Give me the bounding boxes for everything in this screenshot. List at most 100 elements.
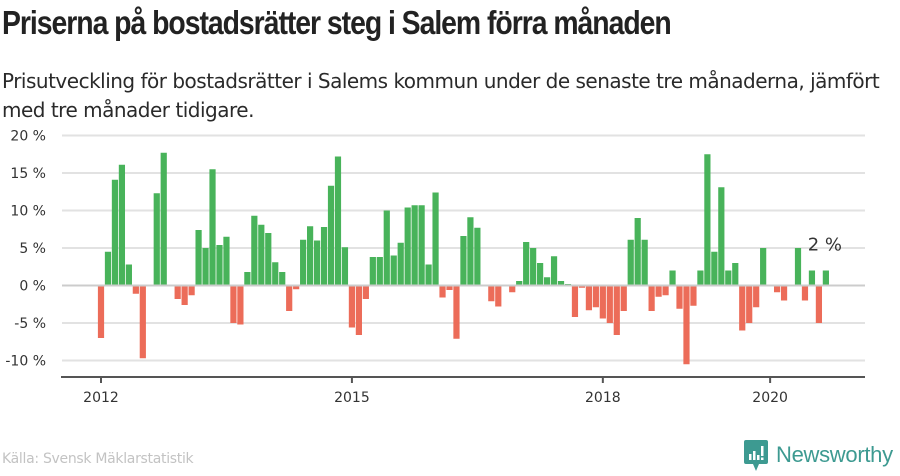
bar <box>376 257 383 286</box>
bar <box>341 247 349 286</box>
bar <box>746 285 753 323</box>
bar <box>530 248 537 286</box>
bar <box>495 285 502 307</box>
source-label: Källa: Svensk Mäklarstatistik <box>2 451 194 467</box>
bar <box>369 257 376 286</box>
bar <box>808 270 816 286</box>
bar <box>543 277 551 286</box>
bar <box>97 285 105 338</box>
bar <box>683 285 690 365</box>
bar <box>620 285 627 311</box>
y-tick-label: 20 % <box>10 129 46 145</box>
bar <box>669 270 676 286</box>
x-tick-label: 2020 <box>752 390 788 406</box>
bar <box>794 248 802 286</box>
x-tick-label: 2015 <box>334 390 370 406</box>
newsworthy-brand[interactable]: Newsworthy <box>744 440 893 471</box>
bar <box>571 285 579 317</box>
bar <box>773 285 781 293</box>
bar <box>467 217 474 286</box>
bar <box>355 285 362 335</box>
bar <box>725 270 732 286</box>
bar <box>404 207 411 286</box>
bar <box>662 285 669 296</box>
bar <box>550 256 558 286</box>
bar <box>300 239 307 286</box>
bar <box>474 227 481 286</box>
bar <box>718 187 725 286</box>
bar <box>488 285 495 302</box>
bar <box>585 285 592 311</box>
x-tick-label: 2012 <box>83 390 119 406</box>
bar <box>118 164 126 286</box>
bar <box>711 251 718 286</box>
bar <box>648 285 655 311</box>
bar <box>272 262 279 286</box>
bar <box>237 285 244 325</box>
bar <box>397 242 404 286</box>
bar <box>523 242 530 286</box>
bar <box>446 285 453 290</box>
bar <box>425 264 432 286</box>
y-tick-label: -5 % <box>14 316 46 332</box>
y-tick-label: 10 % <box>10 204 46 220</box>
bar <box>286 285 293 311</box>
chart-subtitle: Prisutveckling för bostadsrätter i Salem… <box>2 69 880 122</box>
bar <box>313 240 321 286</box>
bar <box>153 193 160 286</box>
bar <box>780 285 788 301</box>
bar <box>258 224 265 286</box>
bar <box>265 233 272 286</box>
bar <box>676 285 683 309</box>
bar <box>209 169 216 286</box>
chart-title: Priserna på bostadsrätter steg i Salem f… <box>2 4 672 41</box>
y-tick-label: -10 % <box>5 354 46 370</box>
y-tick-label: 5 % <box>19 241 46 257</box>
bar <box>307 226 314 286</box>
bar <box>362 285 369 299</box>
bar <box>697 270 704 286</box>
last-value-annotation: 2 % <box>808 235 842 256</box>
bar <box>293 285 300 290</box>
bar <box>411 205 418 286</box>
bar <box>216 245 223 286</box>
bar <box>557 281 565 286</box>
bar <box>537 263 544 286</box>
bar <box>704 154 711 286</box>
bar <box>327 185 335 286</box>
y-tick-label: 0 % <box>19 279 46 295</box>
bar <box>383 210 390 286</box>
bar <box>160 152 167 286</box>
bar <box>509 285 516 293</box>
bar <box>599 285 606 319</box>
bar <box>460 236 467 286</box>
bar <box>390 255 397 286</box>
bar <box>139 285 146 359</box>
bar <box>432 192 439 286</box>
y-axis-labels: 20 % 15 % 10 % 5 % 0 % -5 % -10 % <box>5 129 46 370</box>
bar <box>244 272 251 286</box>
bar <box>320 227 328 286</box>
bars <box>97 152 829 365</box>
bar <box>279 272 286 286</box>
bar <box>627 239 634 286</box>
bar <box>613 285 620 335</box>
bar <box>132 285 139 294</box>
bar <box>753 285 760 308</box>
bar <box>334 156 342 286</box>
bar <box>111 179 119 286</box>
bar <box>739 285 746 331</box>
bar <box>195 230 202 286</box>
bar <box>690 285 697 306</box>
bar <box>606 285 613 323</box>
x-axis: 2012 2015 2018 2020 <box>61 376 865 406</box>
bar <box>760 248 767 286</box>
bar <box>251 215 258 286</box>
bar <box>418 205 425 286</box>
bar <box>641 239 648 286</box>
bar <box>815 285 823 323</box>
bar <box>348 285 356 328</box>
bar <box>125 264 132 286</box>
bar <box>516 281 523 286</box>
bar <box>453 285 460 339</box>
